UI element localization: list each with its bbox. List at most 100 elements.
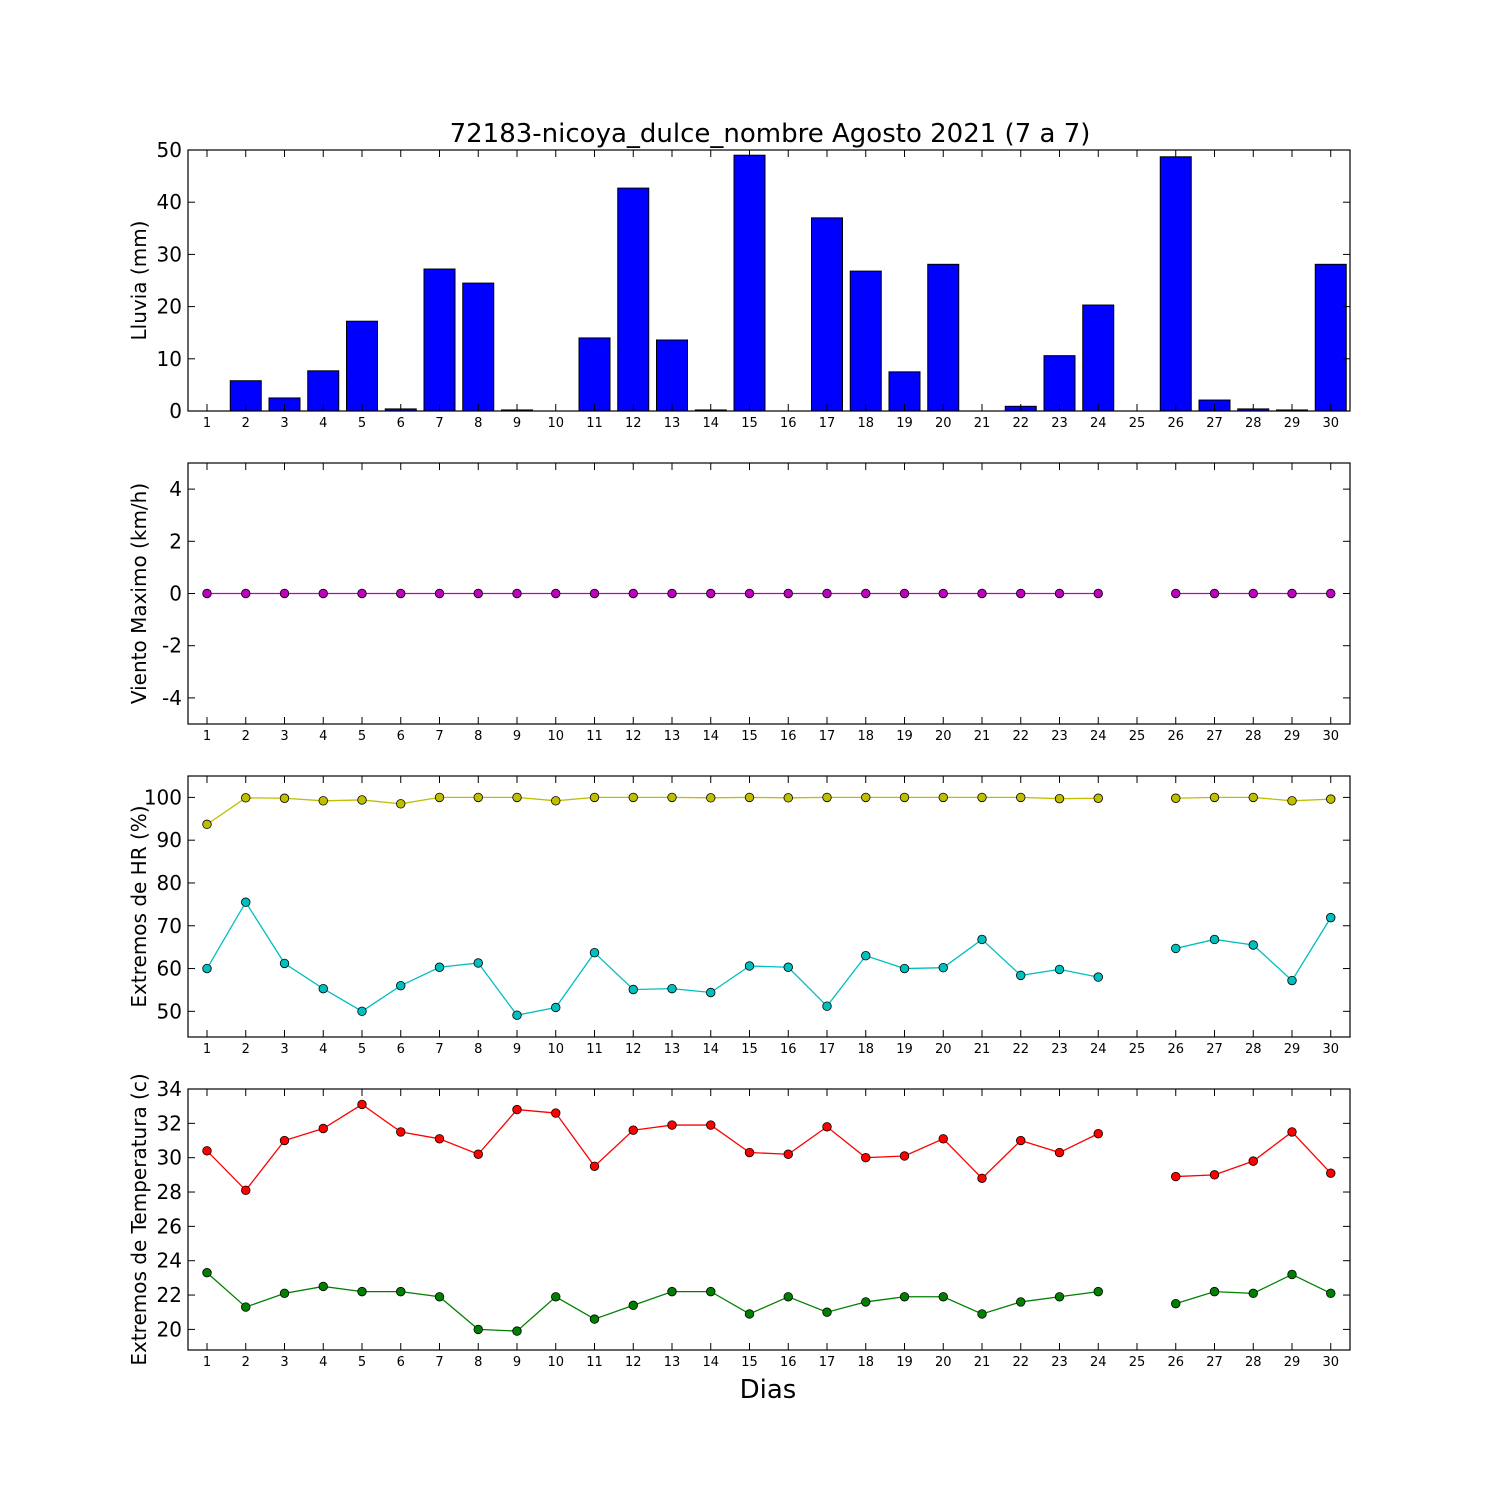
y-tick-label: 0 xyxy=(169,399,182,423)
x-tick-label: 6 xyxy=(397,1355,405,1370)
x-tick-label: 6 xyxy=(397,1042,405,1057)
x-tick-label: 11 xyxy=(586,1042,603,1057)
wind-panel-series-0-point-day-26 xyxy=(1171,588,1181,599)
x-tick-label: 12 xyxy=(625,416,642,431)
temperature-panel-series-0-point-day-15 xyxy=(744,1147,755,1158)
x-tick-label: 24 xyxy=(1090,1042,1107,1057)
x-tick-label: 4 xyxy=(319,416,327,431)
temperature-panel-series-1-point-day-11 xyxy=(589,1314,600,1324)
temperature-panel-series-1-point-day-16 xyxy=(783,1292,793,1302)
wind-panel-series-0-point-day-8 xyxy=(473,588,483,599)
rain-bar-day-18 xyxy=(849,270,882,412)
humidity-panel-series-0-point-day-21 xyxy=(977,792,987,803)
x-tick-label: 28 xyxy=(1245,416,1262,431)
x-tick-label: 15 xyxy=(741,1355,758,1370)
temperature-panel-series-0-point-day-3 xyxy=(279,1135,290,1146)
wind-panel-series-0-point-day-28 xyxy=(1248,588,1258,599)
temperature-panel-series-0-point-day-19 xyxy=(899,1151,910,1161)
humidity-panel-series-1-point-day-8 xyxy=(473,958,483,968)
humidity-panel-series-1-point-day-10 xyxy=(551,1002,561,1013)
wind-panel-series-0-point-day-24 xyxy=(1093,588,1103,599)
temperature-panel-series-1-point-day-2 xyxy=(241,1302,251,1312)
temperature-panel-series-0-point-day-5 xyxy=(357,1099,367,1110)
wind-panel-series-0-point-day-27 xyxy=(1209,588,1220,599)
temperature-panel-series-0-point-day-12 xyxy=(628,1125,638,1135)
humidity-panel-series-0-point-day-30 xyxy=(1326,794,1336,804)
x-tick-label: 7 xyxy=(435,416,443,431)
rain-bar-day-7 xyxy=(423,268,456,412)
y-axis-label: Viento Maximo (km/h) xyxy=(127,483,151,704)
x-tick-label: 4 xyxy=(319,1355,327,1370)
x-tick-label: 10 xyxy=(547,729,564,744)
x-tick-label: 24 xyxy=(1090,1355,1107,1370)
humidity-panel-series-0-point-day-24 xyxy=(1093,793,1103,803)
x-tick-label: 1 xyxy=(203,729,211,744)
y-tick-label: 20 xyxy=(157,1317,182,1341)
humidity-panel-series-1-point-day-22 xyxy=(1016,970,1026,981)
wind-panel-series-0-point-day-21 xyxy=(977,588,987,599)
temperature-panel-series-0-point-day-2 xyxy=(241,1185,251,1196)
temperature-panel-series-0-point-day-17 xyxy=(822,1122,832,1132)
wind-panel-series-0-point-day-7 xyxy=(434,588,445,599)
x-tick-label: 28 xyxy=(1245,1042,1262,1057)
humidity-panel-series-1-point-day-2 xyxy=(241,897,251,907)
temperature-panel-series-0-point-day-21 xyxy=(977,1173,987,1183)
temperature-panel-series-0-point-day-6 xyxy=(396,1127,406,1137)
temperature-panel-series-1-point-day-4 xyxy=(318,1281,328,1292)
x-tick-label: 11 xyxy=(586,416,603,431)
x-tick-label: 24 xyxy=(1090,729,1107,744)
humidity-panel-series-0-point-day-11 xyxy=(589,792,600,803)
y-tick-label: 28 xyxy=(157,1180,182,1204)
x-tick-label: 16 xyxy=(780,729,797,744)
temperature-panel-series-0-point-day-20 xyxy=(938,1134,948,1144)
humidity-panel-series-0-point-day-20 xyxy=(938,792,948,803)
x-tick-label: 25 xyxy=(1129,729,1146,744)
x-tick-label: 17 xyxy=(819,1042,836,1057)
y-tick-label: 60 xyxy=(157,957,182,981)
x-tick-label: 2 xyxy=(242,1355,250,1370)
temperature-panel-series-0-point-day-13 xyxy=(667,1120,677,1130)
wind-panel-series-0-point-day-19 xyxy=(899,588,910,599)
x-tick-label: 2 xyxy=(242,416,250,431)
x-tick-label: 8 xyxy=(474,1355,482,1370)
x-tick-label: 16 xyxy=(780,416,797,431)
rain-bar-day-24 xyxy=(1082,304,1115,412)
wind-panel-series-0-point-day-13 xyxy=(667,588,677,599)
x-tick-label: 25 xyxy=(1129,416,1146,431)
temperature-panel-series-1-point-day-24 xyxy=(1093,1286,1103,1297)
temperature-panel-series-1-point-day-19 xyxy=(899,1292,910,1302)
humidity-panel-series-0-point-day-22 xyxy=(1016,792,1026,803)
x-tick-label: 17 xyxy=(819,416,836,431)
x-tick-label: 21 xyxy=(974,416,991,431)
x-tick-label: 4 xyxy=(319,1042,327,1057)
y-axis-label: Extremos de Temperatura (c) xyxy=(127,1073,151,1365)
humidity-panel-series-1-point-day-12 xyxy=(628,984,638,995)
x-tick-label: 26 xyxy=(1167,1042,1184,1057)
temperature-panel-series-0-point-day-9 xyxy=(512,1104,522,1115)
temperature-panel-series-0-point-day-18 xyxy=(861,1152,871,1163)
x-tick-label: 19 xyxy=(896,1355,913,1370)
temperature-panel-series-1-point-day-21 xyxy=(977,1309,987,1319)
temperature-panel-series-0-point-day-22 xyxy=(1016,1135,1026,1146)
humidity-panel-series-1-line xyxy=(206,900,1332,1016)
rain-bar-day-13 xyxy=(656,339,688,412)
x-tick-label: 12 xyxy=(625,1042,642,1057)
rain-bar-day-23 xyxy=(1043,355,1076,412)
x-tick-label: 29 xyxy=(1284,416,1301,431)
humidity-panel-series-1-point-day-28 xyxy=(1248,940,1258,950)
x-tick-label: 26 xyxy=(1167,729,1184,744)
humidity-panel-series-1-point-day-4 xyxy=(318,983,328,994)
humidity-panel-series-0-point-day-2 xyxy=(241,793,251,803)
wind-panel-series-0-point-day-23 xyxy=(1054,588,1065,599)
humidity-panel-series-0-point-day-23 xyxy=(1054,793,1065,804)
humidity-panel-series-0-point-day-1 xyxy=(202,819,212,830)
humidity-panel-series-0-point-day-17 xyxy=(822,792,832,803)
humidity-panel-series-0-point-day-15 xyxy=(744,792,755,803)
x-tick-label: 18 xyxy=(857,1042,874,1057)
temperature-panel-series-1-point-day-27 xyxy=(1209,1286,1220,1297)
y-tick-label: 30 xyxy=(157,1146,182,1170)
x-tick-label: 1 xyxy=(203,1042,211,1057)
wind-panel-series-0-point-day-6 xyxy=(396,588,406,599)
x-tick-label: 26 xyxy=(1167,1355,1184,1370)
